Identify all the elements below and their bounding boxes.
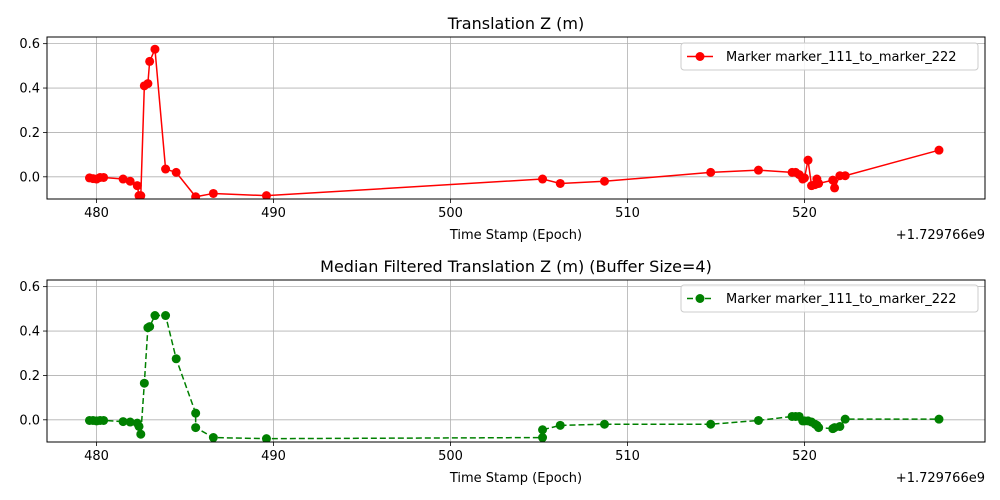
legend-box (680, 42, 979, 71)
data-point (125, 176, 135, 186)
data-point (161, 311, 171, 321)
data-point (814, 178, 824, 188)
data-point (171, 354, 181, 364)
series-layer (84, 311, 944, 442)
data-point (830, 183, 840, 193)
data-point (261, 191, 271, 199)
data-point (150, 311, 160, 321)
data-point (706, 419, 716, 429)
data-point (145, 56, 155, 66)
data-point (136, 429, 146, 439)
x-tick-label: 510 (615, 449, 640, 464)
data-point (125, 417, 135, 427)
data-point (934, 145, 944, 155)
axes-frame (46, 36, 986, 200)
x-axis-label: Time Stamp (Epoch) (449, 471, 582, 486)
x-tick-label: 480 (84, 206, 109, 221)
legend: Marker marker_111_to_marker_222 (680, 42, 979, 71)
axes-frame (46, 279, 986, 443)
data-point (191, 408, 201, 418)
data-point (161, 164, 171, 174)
axis-ticks: 480 490 500 510 520 0.0 0.2 0.4 0.6 (19, 37, 817, 221)
x-tick-label: 510 (615, 206, 640, 221)
data-point (139, 378, 149, 388)
data-point (136, 191, 146, 199)
data-point (555, 420, 565, 430)
data-point (134, 421, 144, 431)
data-point (706, 167, 716, 177)
x-tick-label: 500 (438, 449, 463, 464)
data-point (753, 415, 763, 425)
data-point (99, 172, 109, 182)
data-point (132, 181, 142, 191)
data-point (191, 423, 201, 433)
data-point (208, 188, 218, 198)
y-tick-label: 0.2 (19, 369, 40, 384)
data-point (261, 434, 271, 442)
data-point (814, 423, 824, 433)
axis-ticks: 480 490 500 510 520 0.0 0.2 0.4 0.6 (19, 280, 817, 464)
legend-label: Marker marker_111_to_marker_222 (726, 292, 957, 307)
x-tick-label: 490 (261, 206, 286, 221)
data-point (803, 155, 813, 165)
data-point (171, 167, 181, 177)
chart-title: Translation Z (m) (447, 14, 584, 33)
data-point (799, 173, 809, 183)
data-point (191, 192, 201, 199)
x-tick-label: 520 (792, 206, 817, 221)
legend-box (680, 284, 979, 313)
legend: Marker marker_111_to_marker_222 (680, 284, 979, 313)
data-point (555, 178, 565, 188)
data-point (753, 165, 763, 175)
data-point (599, 419, 609, 429)
chart-title: Median Filtered Translation Z (m) (Buffe… (320, 257, 712, 276)
y-tick-label: 0.0 (19, 170, 40, 185)
x-tick-label: 500 (438, 206, 463, 221)
y-tick-label: 0.6 (19, 280, 40, 295)
legend-marker (695, 294, 705, 303)
series-layer (84, 44, 944, 199)
data-point (118, 417, 128, 427)
data-point (538, 425, 548, 435)
x-offset-label: +1.729766e9 (896, 228, 985, 243)
x-axis-label: Time Stamp (Epoch) (449, 228, 582, 243)
data-point (208, 433, 218, 442)
data-point (840, 414, 850, 424)
y-tick-label: 0.0 (19, 413, 40, 428)
data-point (99, 415, 109, 425)
y-tick-label: 0.2 (19, 126, 40, 141)
data-point (150, 44, 160, 54)
data-point (538, 174, 548, 184)
data-point (143, 79, 153, 89)
x-tick-label: 480 (84, 449, 109, 464)
data-point (118, 174, 128, 184)
data-point (835, 421, 845, 431)
subplot-translation-z: Translation Z (m) 480 490 500 510 520 0.0 0.2 0… (19, 14, 986, 243)
y-tick-label: 0.6 (19, 37, 40, 52)
legend-marker (695, 52, 705, 61)
data-point (934, 414, 944, 424)
y-tick-label: 0.4 (19, 325, 40, 340)
data-point (599, 176, 609, 186)
x-tick-label: 490 (261, 449, 286, 464)
x-tick-label: 520 (792, 449, 817, 464)
subplot-median-filtered: Median Filtered Translation Z (m) (Buffe… (19, 257, 986, 486)
legend-label: Marker marker_111_to_marker_222 (726, 50, 957, 65)
x-offset-label: +1.729766e9 (896, 471, 985, 486)
data-point (538, 433, 548, 442)
data-point (828, 175, 838, 185)
data-point (145, 322, 155, 332)
y-tick-label: 0.4 (19, 82, 40, 97)
data-point (840, 171, 850, 181)
